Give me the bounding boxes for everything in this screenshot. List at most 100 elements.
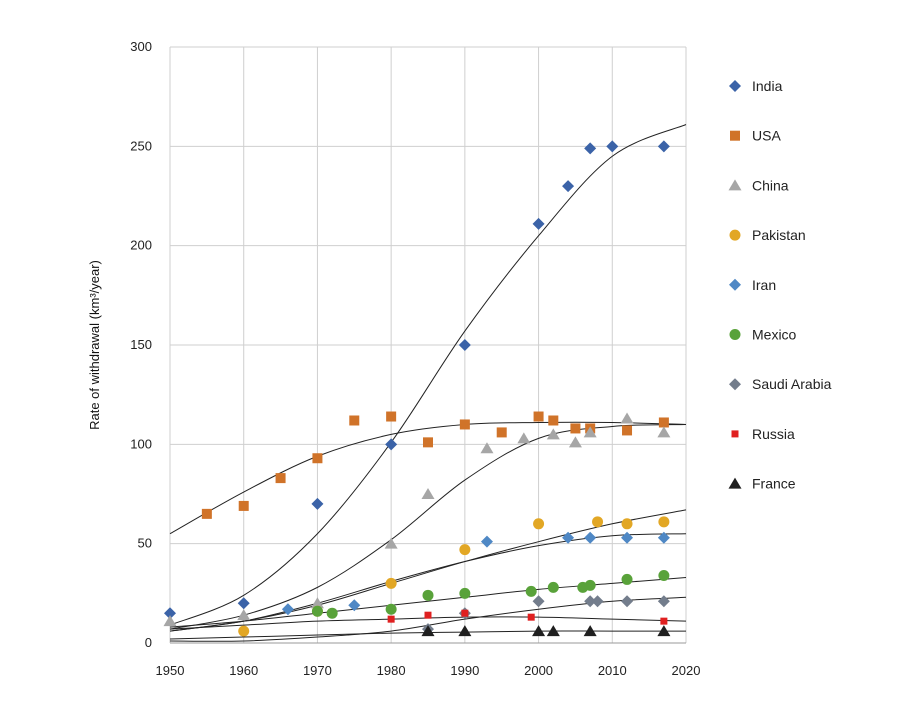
data-point-usa — [349, 415, 360, 426]
legend: India USA China Pakistan Iran Mexico Saudi Ara… — [728, 78, 832, 492]
data-point-china — [568, 436, 582, 448]
data-point-saudi-arabia — [657, 595, 670, 608]
data-point-mexico — [525, 585, 537, 597]
legend-label-saudi-arabia: Saudi Arabia — [752, 376, 832, 392]
data-point-china — [310, 597, 324, 609]
data-point-china — [583, 426, 597, 438]
data-point-india — [532, 217, 545, 230]
y-tick-label: 100 — [130, 436, 152, 451]
data-point-mexico — [311, 605, 323, 617]
data-point-pakistan — [592, 516, 604, 528]
data-point-usa — [570, 423, 581, 434]
data-point-pakistan — [621, 518, 633, 530]
data-point-china — [421, 488, 435, 499]
x-tick-label: 2000 — [524, 663, 553, 678]
data-point-france — [583, 625, 597, 637]
y-tick-label: 50 — [138, 536, 152, 551]
grid — [169, 46, 687, 644]
legend-label-china: China — [752, 177, 789, 193]
trend-line-iran — [169, 533, 687, 632]
data-point-mexico — [584, 579, 596, 591]
data-point-usa — [658, 417, 669, 428]
data-point-russia — [424, 611, 432, 619]
y-tick-label: 250 — [130, 138, 152, 153]
trend-lines — [169, 124, 687, 642]
data-point-china — [546, 428, 560, 440]
data-point-china — [620, 412, 634, 424]
x-tick-label: 2010 — [598, 663, 627, 678]
data-point-mexico — [326, 607, 338, 619]
data-point-france — [458, 625, 472, 637]
data-point-iran — [584, 531, 597, 544]
y-axis-label: Rate of withdrawal (km³/year) — [87, 260, 102, 430]
data-point-usa — [238, 500, 249, 511]
data-point-saudi-arabia — [621, 595, 634, 608]
data-point-usa — [496, 427, 507, 438]
data-point-usa — [312, 453, 323, 464]
data-point-usa — [459, 419, 470, 430]
legend-label-france: France — [752, 476, 796, 492]
data-point-india — [311, 497, 324, 510]
data-point-russia — [461, 609, 469, 617]
data-point-india — [584, 142, 597, 155]
legend-marker-mexico — [729, 329, 741, 340]
trend-line-mexico — [169, 576, 687, 628]
data-point-russia — [660, 617, 668, 625]
y-tick-label: 300 — [130, 39, 152, 54]
legend-marker-india — [729, 80, 741, 92]
data-point-mexico — [658, 569, 670, 581]
data-point-india — [657, 140, 670, 153]
data-point-mexico — [459, 587, 471, 599]
x-tick-labels: 1950 1960 1970 1980 1990 2000 2010 2020 — [156, 663, 701, 678]
legend-marker-france — [728, 477, 742, 489]
data-point-russia — [387, 615, 395, 623]
data-point-india — [606, 140, 619, 153]
data-point-france — [421, 625, 435, 637]
data-point-india — [385, 438, 398, 451]
y-tick-label: 200 — [130, 238, 152, 253]
data-point-iran — [562, 531, 575, 544]
data-point-mexico — [621, 573, 633, 585]
legend-label-mexico: Mexico — [752, 327, 797, 343]
data-point-iran — [348, 599, 361, 612]
data-point-india — [562, 180, 575, 193]
x-tick-label: 1980 — [377, 663, 406, 678]
data-point-pakistan — [385, 577, 397, 589]
legend-label-pakistan: Pakistan — [752, 227, 806, 243]
data-point-pakistan — [238, 625, 250, 637]
data-point-india — [458, 339, 471, 351]
data-point-pakistan — [658, 516, 670, 528]
data-point-usa — [275, 473, 286, 484]
y-tick-label: 150 — [130, 337, 152, 352]
data-point-pakistan — [459, 544, 471, 556]
x-tick-label: 1960 — [229, 663, 258, 678]
data-point-iran — [480, 535, 493, 548]
legend-marker-china — [728, 179, 742, 191]
legend-marker-russia — [731, 430, 739, 438]
data-point-usa — [386, 411, 397, 422]
data-point-russia — [527, 613, 535, 621]
data-point-china — [480, 442, 494, 454]
legend-marker-saudi-arabia — [729, 378, 741, 391]
legend-label-usa: USA — [752, 128, 781, 144]
data-point-usa — [533, 411, 544, 422]
data-point-india — [237, 597, 250, 610]
data-point-saudi-arabia — [591, 595, 604, 608]
data-point-usa — [201, 508, 212, 519]
data-point-mexico — [422, 589, 434, 601]
data-point-usa — [423, 437, 433, 448]
legend-label-russia: Russia — [752, 426, 795, 442]
x-tick-label: 1970 — [303, 663, 332, 678]
data-point-iran — [657, 531, 670, 544]
trend-line-usa — [169, 421, 687, 535]
legend-label-iran: Iran — [752, 277, 776, 293]
data-point-india — [164, 607, 176, 620]
legend-marker-iran — [729, 278, 741, 291]
data-point-iran — [621, 531, 634, 544]
data-point-china — [517, 432, 531, 444]
data-point-china — [237, 609, 251, 621]
data-point-saudi-arabia — [532, 595, 545, 608]
legend-marker-pakistan — [729, 229, 741, 241]
x-tick-label: 1990 — [450, 663, 479, 678]
